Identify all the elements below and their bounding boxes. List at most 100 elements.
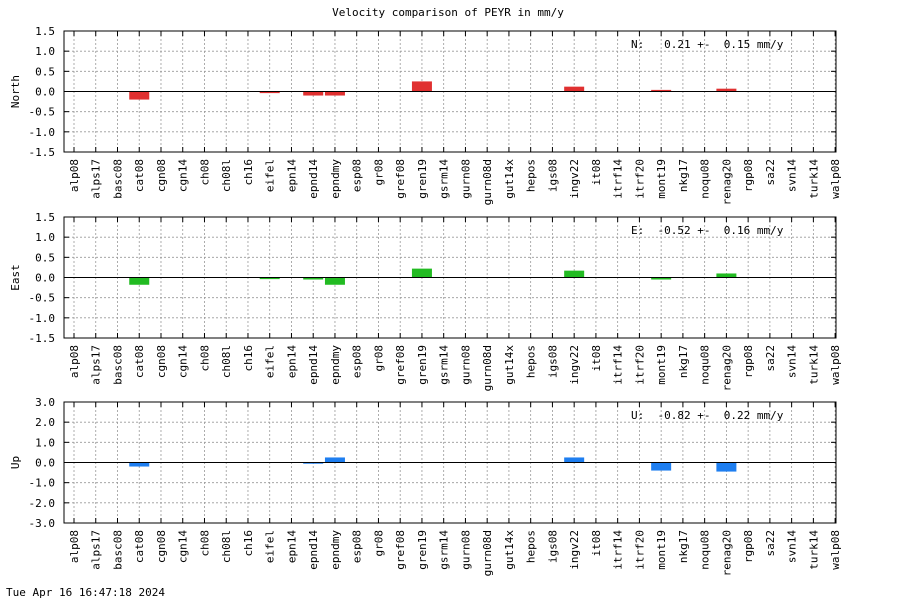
y-tick-label: -0.5 (29, 106, 56, 119)
y-tick-label: -1.5 (29, 146, 56, 159)
x-tick-label: esp08 (351, 159, 364, 192)
x-tick-label: gsrm14 (438, 345, 451, 385)
bar-epndmy (324, 457, 345, 463)
x-tick-label: gut14x (503, 159, 516, 199)
x-tick-label: ch08 (198, 345, 211, 372)
x-tick-label: turk14 (807, 159, 820, 199)
x-tick-label: itrf14 (612, 159, 625, 199)
y-tick-label: 0.0 (35, 272, 55, 285)
x-tick-label: gurn08 (459, 345, 472, 385)
x-tick-label: gurn08 (459, 159, 472, 199)
x-tick-label: ingv22 (568, 345, 581, 385)
x-tick-label: itrf20 (633, 159, 646, 199)
x-tick-label: it08 (590, 530, 603, 557)
velocity-annotation: N: 0.21 +- 0.15 mm/y (631, 38, 784, 51)
x-tick-label: ch16 (242, 159, 255, 186)
x-tick-label: nkg17 (677, 530, 690, 563)
x-tick-label: epn14 (285, 159, 298, 192)
x-tick-label: hepos (525, 159, 538, 192)
x-tick-label: it08 (590, 345, 603, 372)
bar-cat08 (129, 91, 150, 100)
x-tick-label: gren19 (416, 345, 429, 385)
bar-cat08 (129, 277, 150, 285)
x-tick-label: gr08 (372, 345, 385, 372)
x-tick-label: turk14 (807, 345, 820, 385)
bar-gren19 (411, 268, 432, 278)
y-tick-label: 3.0 (35, 396, 55, 409)
bar-epndmy (324, 277, 345, 285)
x-tick-label: igs08 (546, 345, 559, 378)
y-axis-label: Up (9, 456, 22, 469)
x-tick-label: ingv22 (568, 530, 581, 570)
x-tick-label: epnd14 (307, 530, 320, 570)
bar-ingv22 (564, 86, 585, 92)
x-tick-label: basc08 (111, 159, 124, 199)
x-tick-label: sa22 (764, 345, 777, 372)
x-tick-label: renag20 (720, 530, 733, 576)
x-tick-label: basc08 (111, 345, 124, 385)
plot-frame (63, 216, 837, 339)
x-tick-label: eifel (264, 159, 277, 192)
y-tick-label: 0.0 (35, 86, 55, 99)
bar-cat08 (129, 462, 150, 467)
x-tick-label: gut14x (503, 530, 516, 570)
x-tick-label: renag20 (720, 345, 733, 391)
x-tick-label: itrf14 (612, 530, 625, 570)
bar-mont19 (651, 277, 672, 280)
chart-title: Velocity comparison of PEYR in mm/y (332, 6, 564, 19)
x-tick-label: renag20 (720, 159, 733, 205)
x-tick-label: turk14 (807, 530, 820, 570)
x-tick-label: epn14 (285, 530, 298, 563)
y-tick-label: 0.0 (35, 457, 55, 470)
x-tick-label: ch16 (242, 345, 255, 372)
x-tick-label: ch08 (198, 159, 211, 186)
x-tick-label: igs08 (546, 159, 559, 192)
x-tick-label: alp08 (68, 159, 81, 192)
x-tick-label: walp08 (829, 345, 842, 385)
x-tick-label: it08 (590, 159, 603, 186)
x-tick-label: ch08l (220, 530, 233, 563)
y-tick-label: 1.0 (35, 436, 55, 449)
y-axis-label: North (9, 75, 22, 108)
x-tick-label: igs08 (546, 530, 559, 563)
x-tick-label: noqu08 (699, 530, 712, 570)
x-tick-label: mont19 (655, 345, 668, 385)
x-tick-label: cgn14 (177, 530, 190, 563)
x-tick-label: gren19 (416, 530, 429, 570)
x-tick-label: cgn08 (155, 530, 168, 563)
y-tick-label: -1.0 (29, 477, 56, 490)
bar-renag20 (716, 88, 737, 92)
y-tick-label: 0.5 (35, 251, 55, 264)
x-tick-label: alps17 (90, 530, 103, 570)
x-tick-label: gurn08d (481, 345, 494, 391)
bar-gren19 (411, 81, 432, 92)
x-tick-label: rgp08 (742, 159, 755, 192)
y-tick-label: -1.5 (29, 332, 56, 345)
plot-frame (63, 30, 837, 153)
x-tick-label: sa22 (764, 159, 777, 186)
x-tick-label: epn14 (285, 345, 298, 378)
y-tick-label: 1.0 (35, 45, 55, 58)
x-tick-label: gref08 (394, 530, 407, 570)
x-tick-label: hepos (525, 530, 538, 563)
x-tick-label: gref08 (394, 345, 407, 385)
x-tick-label: ch16 (242, 530, 255, 557)
x-tick-label: alp08 (68, 530, 81, 563)
bar-eifel (259, 277, 280, 280)
x-tick-label: gurn08 (459, 530, 472, 570)
x-tick-label: walp08 (829, 530, 842, 570)
panel-north: alp08 alps17 basc08 cat08 cgn08 cgn14 ch08 ch08… (9, 25, 842, 205)
x-tick-label: ch08 (198, 530, 211, 557)
x-tick-label: itrf14 (612, 345, 625, 385)
x-tick-label: epnd14 (307, 345, 320, 385)
bar-ingv22 (564, 457, 585, 463)
x-tick-label: cat08 (133, 345, 146, 378)
x-tick-label: alps17 (90, 345, 103, 385)
bar-mont19 (651, 462, 672, 471)
bar-epnd14 (303, 462, 324, 464)
x-tick-label: nkg17 (677, 159, 690, 192)
x-tick-label: epndmy (329, 345, 342, 385)
plot-frame (63, 401, 837, 524)
bar-renag20 (716, 462, 737, 472)
